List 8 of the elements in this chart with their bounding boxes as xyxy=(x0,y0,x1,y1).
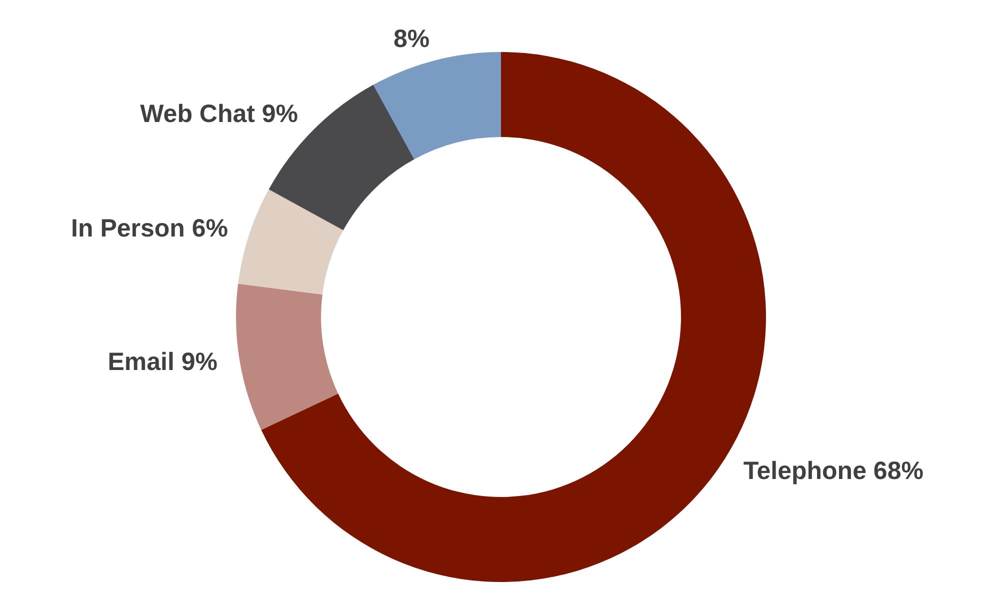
slice-label: Email 9% xyxy=(108,348,218,376)
slice-label: Telephone 68% xyxy=(743,456,924,485)
data-label: 8% xyxy=(393,25,430,54)
donut-slice xyxy=(373,52,501,160)
donut-slice xyxy=(236,284,338,430)
slice-label: In Person 6% xyxy=(71,214,228,242)
slice-label: Web Chat 9% xyxy=(140,100,298,128)
donut-slice xyxy=(238,189,344,294)
